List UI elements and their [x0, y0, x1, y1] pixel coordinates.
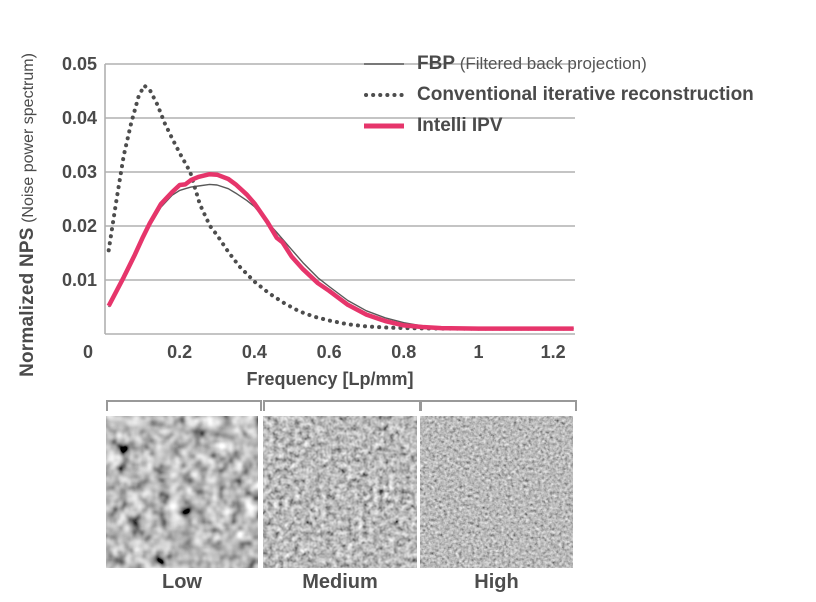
legend-label-conventional: Conventional iterative reconstruction [417, 83, 754, 105]
svg-text:0.8: 0.8 [391, 342, 416, 362]
legend-item-intelli-ipv: Intelli IPV [363, 110, 754, 141]
svg-text:0.4: 0.4 [242, 342, 267, 362]
svg-text:0.04: 0.04 [62, 108, 97, 128]
svg-text:1.2: 1.2 [541, 342, 566, 362]
chart-legend: FBP (Filtered back projection) Conventio… [363, 48, 754, 141]
svg-text:0.01: 0.01 [62, 270, 97, 290]
noise-label-medium: Medium [302, 571, 378, 593]
legend-item-fbp: FBP (Filtered back projection) [363, 48, 754, 79]
noise-bracket-low [106, 400, 262, 411]
noise-label-low: Low [162, 571, 202, 593]
x-axis-label: Frequency [Lp/mm] [246, 369, 414, 389]
noise-bracket-medium [263, 400, 421, 411]
series-thin-line [108, 183, 574, 330]
svg-text:0.2: 0.2 [167, 342, 192, 362]
legend-label-fbp: FBP (Filtered back projection) [417, 52, 647, 74]
svg-text:0.02: 0.02 [62, 216, 97, 236]
noise-bracket-high [420, 400, 577, 411]
dotted-line-icon [364, 92, 405, 97]
series-thick-line [106, 171, 574, 331]
fbp-thin-line-icon [364, 62, 404, 65]
svg-text:1: 1 [473, 342, 483, 362]
series-dotted [106, 82, 576, 331]
svg-text:0: 0 [83, 342, 93, 362]
svg-text:0.05: 0.05 [62, 54, 97, 74]
noise-image-medium [263, 416, 417, 568]
svg-text:0.03: 0.03 [62, 162, 97, 182]
noise-label-high: High [474, 571, 519, 593]
nps-line-chart: 0.01 0.02 0.03 0.04 0.05 0 0.2 0.4 0.6 0.8 1 1.2 [62, 54, 576, 362]
pink-thick-line-icon [364, 123, 404, 128]
legend-label-intelli-ipv: Intelli IPV [417, 114, 503, 136]
noise-image-low [106, 416, 258, 568]
legend-item-conventional: Conventional iterative reconstruction [363, 79, 754, 110]
noise-image-high [420, 416, 573, 568]
svg-text:0.6: 0.6 [317, 342, 342, 362]
